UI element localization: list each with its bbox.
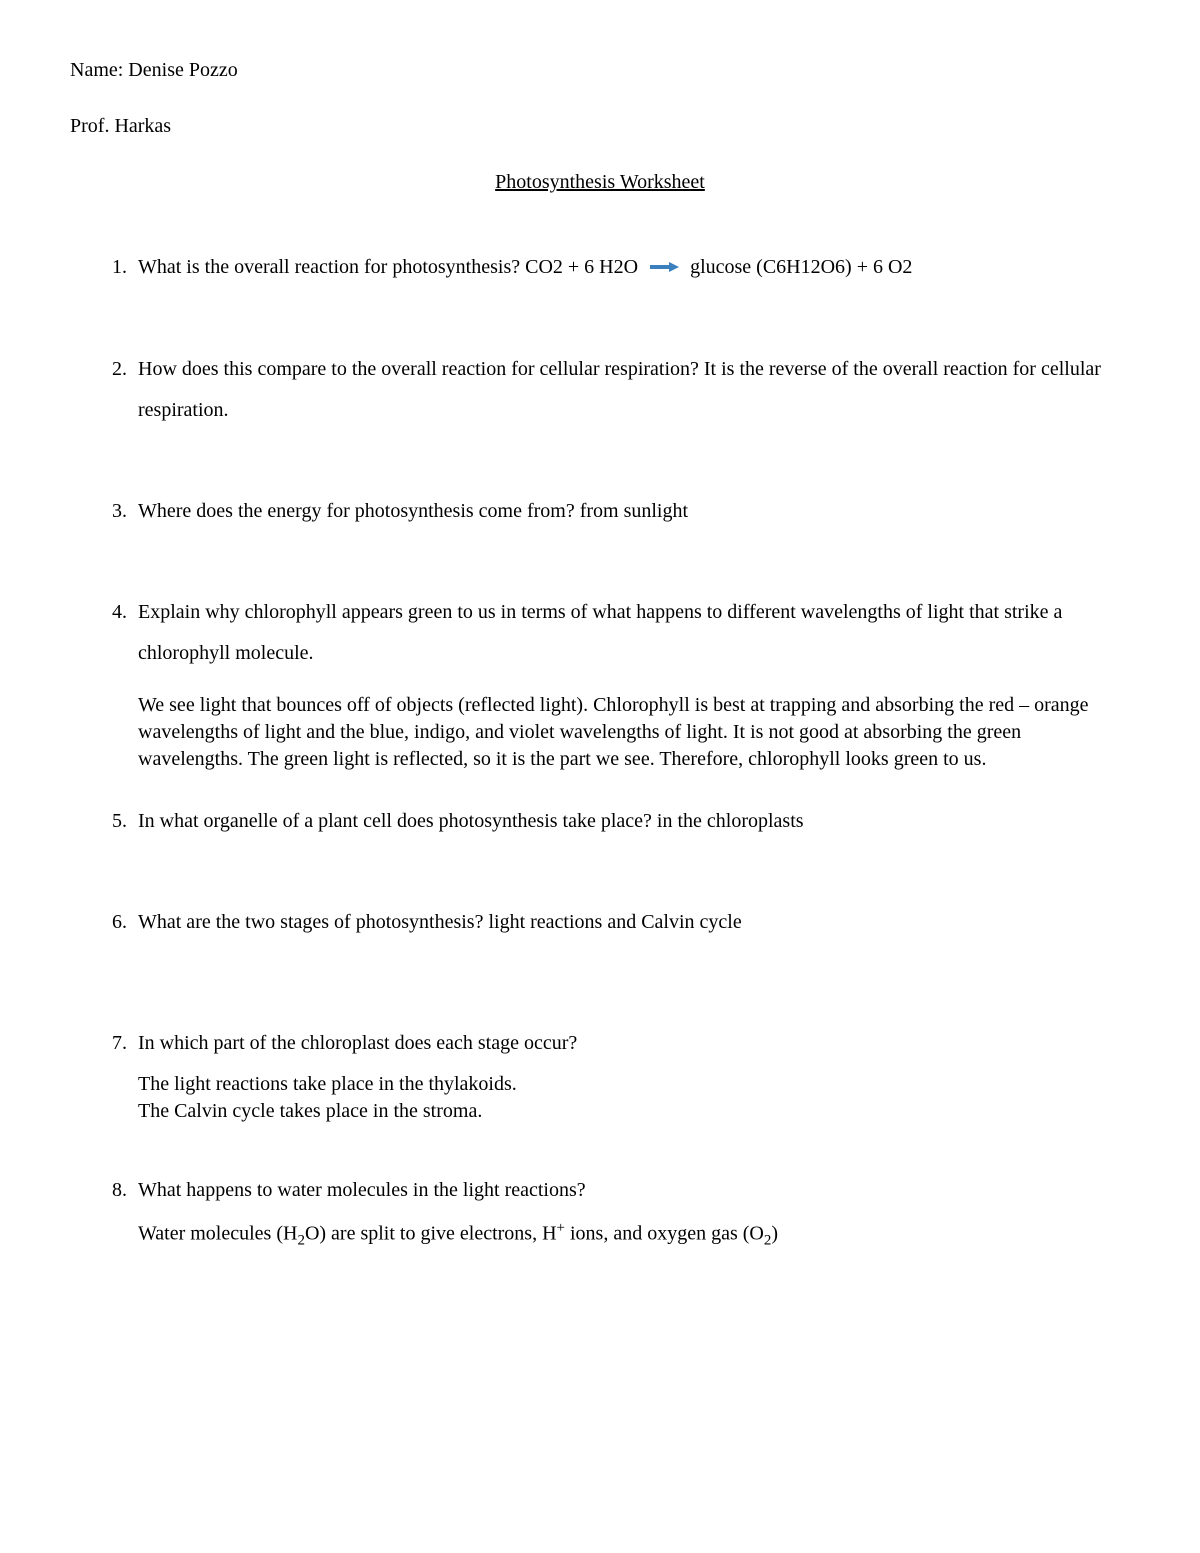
q8-a-sup: +: [557, 1220, 565, 1236]
question-4: Explain why chlorophyll appears green to…: [132, 592, 1130, 773]
q8-a-mid1: O) are split to give electrons, H: [305, 1223, 557, 1245]
question-1: What is the overall reaction for photosy…: [132, 247, 1130, 289]
q1-suffix: glucose (C6H12O6) + 6 O2: [690, 256, 912, 278]
question-2: How does this compare to the overall rea…: [132, 349, 1130, 431]
q2-text: How does this compare to the overall rea…: [138, 358, 1101, 421]
name-line: Name: Denise Pozzo: [70, 55, 1130, 85]
question-8: What happens to water molecules in the l…: [132, 1170, 1130, 1251]
q7-line1: The light reactions take place in the th…: [138, 1071, 1130, 1098]
q8-a-mid2: ions, and oxygen gas (O: [565, 1223, 764, 1245]
q7-text: In which part of the chloroplast does ea…: [138, 1029, 1130, 1057]
q8-text: What happens to water molecules in the l…: [138, 1176, 1130, 1204]
q3-text: Where does the energy for photosynthesis…: [138, 500, 688, 522]
q1-prefix: What is the overall reaction for photosy…: [138, 256, 638, 278]
question-list: What is the overall reaction for photosy…: [70, 247, 1130, 1251]
q4-answer: We see light that bounces off of objects…: [138, 692, 1130, 773]
q6-text: What are the two stages of photosynthesi…: [138, 911, 742, 933]
professor-line: Prof. Harkas: [70, 111, 1130, 141]
question-3: Where does the energy for photosynthesis…: [132, 491, 1130, 532]
q8-a-sub1: 2: [297, 1233, 305, 1249]
q7-answer: The light reactions take place in the th…: [138, 1071, 1130, 1125]
question-5: In what organelle of a plant cell does p…: [132, 801, 1130, 842]
q8-answer: Water molecules (H2O) are split to give …: [138, 1218, 1130, 1251]
arrow-icon: [649, 247, 679, 287]
q8-a-pre: Water molecules (H: [138, 1223, 297, 1245]
question-6: What are the two stages of photosynthesi…: [132, 902, 1130, 943]
worksheet-title: Photosynthesis Worksheet: [495, 171, 705, 193]
q7-line2: The Calvin cycle takes place in the stro…: [138, 1098, 1130, 1125]
q4-text: Explain why chlorophyll appears green to…: [138, 592, 1130, 674]
question-7: In which part of the chloroplast does ea…: [132, 1023, 1130, 1125]
q8-a-post: ): [771, 1223, 778, 1245]
q5-text: In what organelle of a plant cell does p…: [138, 810, 804, 832]
